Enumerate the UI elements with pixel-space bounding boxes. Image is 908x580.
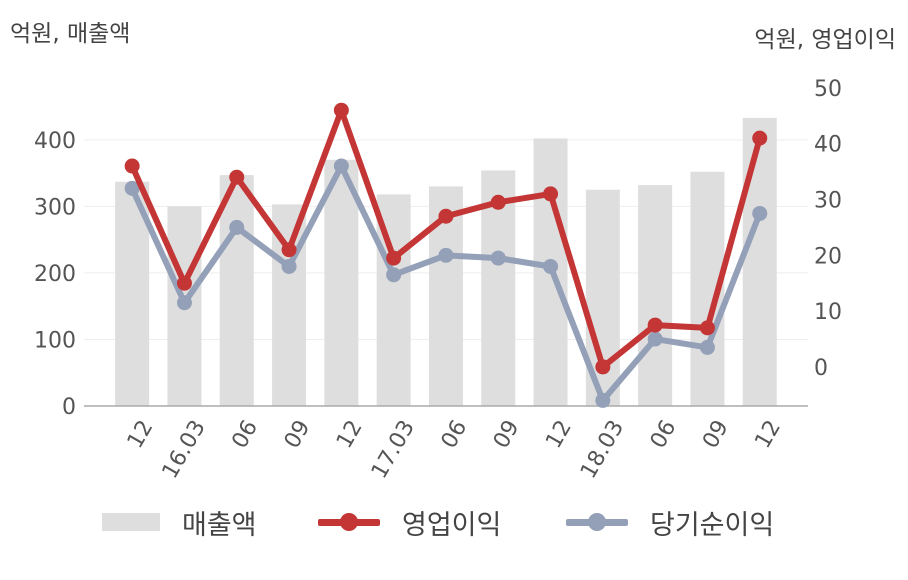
net-income-point (752, 205, 768, 221)
line-series (124, 102, 768, 408)
net-income-point (543, 258, 559, 274)
net-income-point (438, 247, 454, 263)
x-tick-label: 12 (332, 416, 368, 453)
right-tick-label: 10 (814, 300, 842, 325)
right-tick-label: 20 (814, 244, 842, 269)
legend-swatch-revenue (102, 513, 160, 531)
operating-profit-point (595, 359, 611, 375)
legend: 매출액 영업이익 당기순이익 (0, 502, 908, 542)
operating-profit-point (124, 158, 140, 174)
revenue-bar (742, 117, 777, 406)
operating-profit-point (490, 194, 506, 210)
x-axis-ticks: 12 16.03 06 09 12 17.03 06 09 12 18.03 06 09 12 (123, 416, 786, 483)
left-axis-ticks: 0 100 200 300 400 (34, 129, 76, 420)
x-tick-label: 09 (280, 416, 316, 453)
operating-profit-point (281, 242, 297, 258)
left-tick-label: 0 (62, 395, 76, 420)
legend-item-net-income: 당기순이익 (566, 502, 774, 542)
operating-profit-point (229, 169, 245, 185)
legend-item-revenue: 매출액 (102, 502, 257, 542)
net-income-point (490, 250, 506, 266)
legend-label-revenue: 매출액 (182, 509, 257, 541)
right-tick-label: 50 (814, 77, 842, 102)
revenue-bar (324, 159, 359, 406)
x-tick-label: 12 (750, 416, 786, 453)
net-income-point (124, 180, 140, 196)
x-tick-label: 17.03 (367, 416, 420, 483)
operating-profit-point (386, 250, 402, 266)
operating-profit-point (543, 186, 559, 202)
left-tick-label: 300 (34, 195, 76, 220)
right-tick-label: 0 (814, 356, 828, 381)
net-income-point (281, 258, 297, 274)
legend-item-operating-profit: 영업이익 (318, 502, 501, 542)
net-income-point (333, 158, 349, 174)
x-tick-label: 06 (227, 416, 263, 453)
legend-swatch-net-income (566, 513, 628, 531)
net-income-point (699, 339, 715, 355)
net-income-point (386, 267, 402, 283)
operating-profit-point (438, 208, 454, 224)
right-axis-unit: 억원, 영업이익 (754, 27, 896, 53)
net-income-point (229, 219, 245, 235)
operating-profit-point (333, 102, 349, 118)
x-tick-label: 06 (437, 416, 473, 453)
operating-profit-point (752, 130, 768, 146)
revenue-bar (219, 175, 254, 406)
x-tick-label: 12 (123, 416, 159, 453)
left-tick-label: 400 (34, 129, 76, 154)
left-tick-label: 100 (34, 328, 76, 353)
x-tick-label: 06 (646, 416, 682, 453)
x-tick-label: 09 (698, 416, 734, 453)
legend-label-net-income: 당기순이익 (650, 509, 775, 541)
x-tick-label: 12 (541, 416, 577, 453)
left-tick-label: 200 (34, 262, 76, 287)
x-tick-label: 09 (489, 416, 525, 453)
x-tick-label: 18.03 (576, 416, 629, 483)
net-income-point (647, 331, 663, 347)
operating-profit-point (176, 275, 192, 291)
x-tick-label: 16.03 (158, 416, 211, 483)
operating-profit-point (699, 320, 715, 336)
right-tick-label: 30 (814, 189, 842, 214)
net-income-point (595, 392, 611, 408)
revenue-bar (638, 185, 673, 406)
left-axis-unit: 억원, 매출액 (10, 21, 131, 47)
right-axis-ticks: 0 10 20 30 40 50 (814, 77, 842, 381)
net-income-point (176, 295, 192, 311)
revenue-bars (115, 117, 777, 406)
legend-swatch-operating-profit (318, 513, 380, 531)
right-tick-label: 40 (814, 133, 842, 158)
legend-label-operating-profit: 영업이익 (402, 509, 502, 541)
operating-profit-point (647, 317, 663, 333)
